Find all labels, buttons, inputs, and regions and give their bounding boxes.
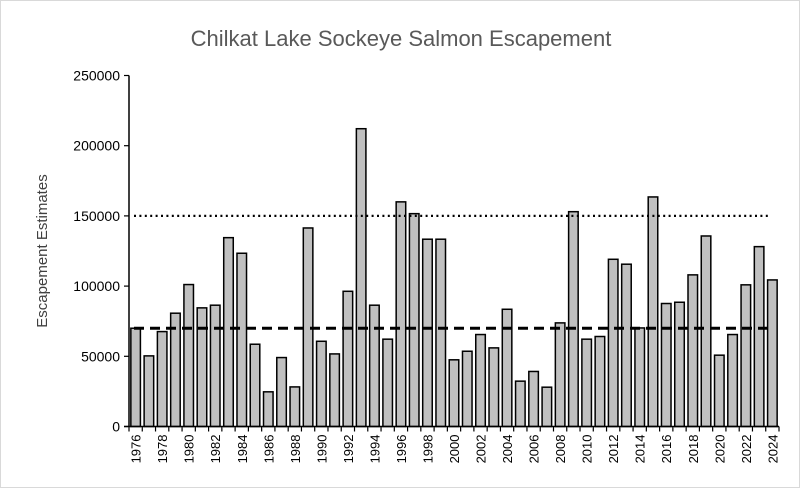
bar-1995 (382, 338, 394, 428)
bar-2009 (567, 210, 579, 428)
bar-2007 (541, 386, 553, 428)
bar-1979 (169, 312, 181, 428)
bar-1976 (130, 327, 142, 428)
bar-2000 (448, 359, 460, 428)
y-axis-label: Escapement Estimates (34, 174, 51, 327)
bar-2011 (594, 335, 606, 428)
bar-2006 (528, 370, 540, 428)
x-tick-label: 2020 (712, 435, 727, 464)
bar-2008 (554, 322, 566, 428)
x-tick-label: 1976 (129, 435, 144, 464)
bar-2010 (581, 338, 593, 428)
x-tick-label: 2010 (580, 435, 595, 464)
bar-1997 (408, 212, 420, 428)
x-tick-label: 1978 (155, 435, 170, 464)
bar-1988 (289, 386, 301, 428)
bar-2023 (753, 245, 765, 428)
x-tick-label: 2018 (686, 435, 701, 464)
chart-title: Chilkat Lake Sockeye Salmon Escapement (191, 26, 612, 51)
bar-2017 (673, 301, 686, 428)
bar-1998 (421, 238, 433, 428)
x-tick-label: 2012 (606, 435, 621, 464)
bar-2015 (647, 196, 659, 428)
bar-2013 (620, 263, 632, 428)
y-tick-label: 250000 (73, 68, 120, 84)
x-tick-label: 1988 (288, 435, 303, 464)
bar-1993 (355, 127, 367, 428)
x-tick-label: 1994 (367, 435, 382, 464)
x-tick-label: 1992 (341, 435, 356, 464)
x-tick-label: 1998 (420, 435, 435, 464)
x-tick-label: 1990 (314, 435, 329, 464)
x-tick-label: 1982 (208, 435, 223, 464)
y-tick-label: 50000 (81, 348, 120, 364)
x-tick-label: 2024 (765, 435, 780, 464)
bar-1992 (342, 290, 354, 428)
bar-1999 (435, 238, 447, 428)
bar-2005 (514, 380, 526, 428)
bar-1985 (249, 343, 261, 428)
x-tick-label: 2014 (633, 435, 648, 464)
bar-2019 (700, 235, 712, 428)
bar-1984 (236, 252, 248, 428)
bar-2018 (687, 274, 699, 428)
bar-1980 (183, 283, 195, 428)
x-tick-label: 2002 (474, 435, 489, 464)
y-tick-label: 200000 (73, 138, 120, 154)
bar-2020 (713, 354, 725, 428)
bar-1991 (329, 353, 341, 428)
bar-1986 (262, 391, 274, 428)
x-tick-label: 2022 (739, 435, 754, 464)
x-tick-label: 1986 (261, 435, 276, 464)
bar-1983 (222, 236, 235, 428)
bar-2003 (488, 347, 500, 428)
bar-2022 (740, 284, 752, 428)
bar-1981 (196, 307, 208, 428)
y-tick-label: 150000 (73, 208, 120, 224)
y-tick-label: 100000 (73, 278, 120, 294)
x-tick-label: 2016 (659, 435, 674, 464)
x-tick-label: 1996 (394, 435, 409, 464)
bar-2024 (766, 279, 778, 428)
bar-1978 (156, 330, 168, 428)
bar-2016 (660, 302, 672, 428)
x-tick-label: 2006 (527, 435, 542, 464)
bar-2021 (727, 333, 739, 428)
bar-1987 (276, 356, 288, 428)
bar-2002 (475, 333, 487, 428)
y-tick-label: 0 (112, 419, 120, 435)
bar-2014 (634, 327, 646, 428)
bar-1982 (209, 304, 221, 428)
bar-1977 (143, 355, 155, 428)
x-tick-label: 2008 (553, 435, 568, 464)
x-tick-label: 1984 (235, 435, 250, 464)
bar-1996 (395, 201, 407, 428)
bar-2001 (461, 350, 473, 428)
bar-1990 (315, 340, 327, 428)
bar-1994 (368, 304, 380, 428)
x-tick-label: 1980 (182, 435, 197, 464)
x-tick-label: 2000 (447, 435, 462, 464)
bar-2012 (607, 258, 619, 428)
x-tick-label: 2004 (500, 435, 515, 464)
